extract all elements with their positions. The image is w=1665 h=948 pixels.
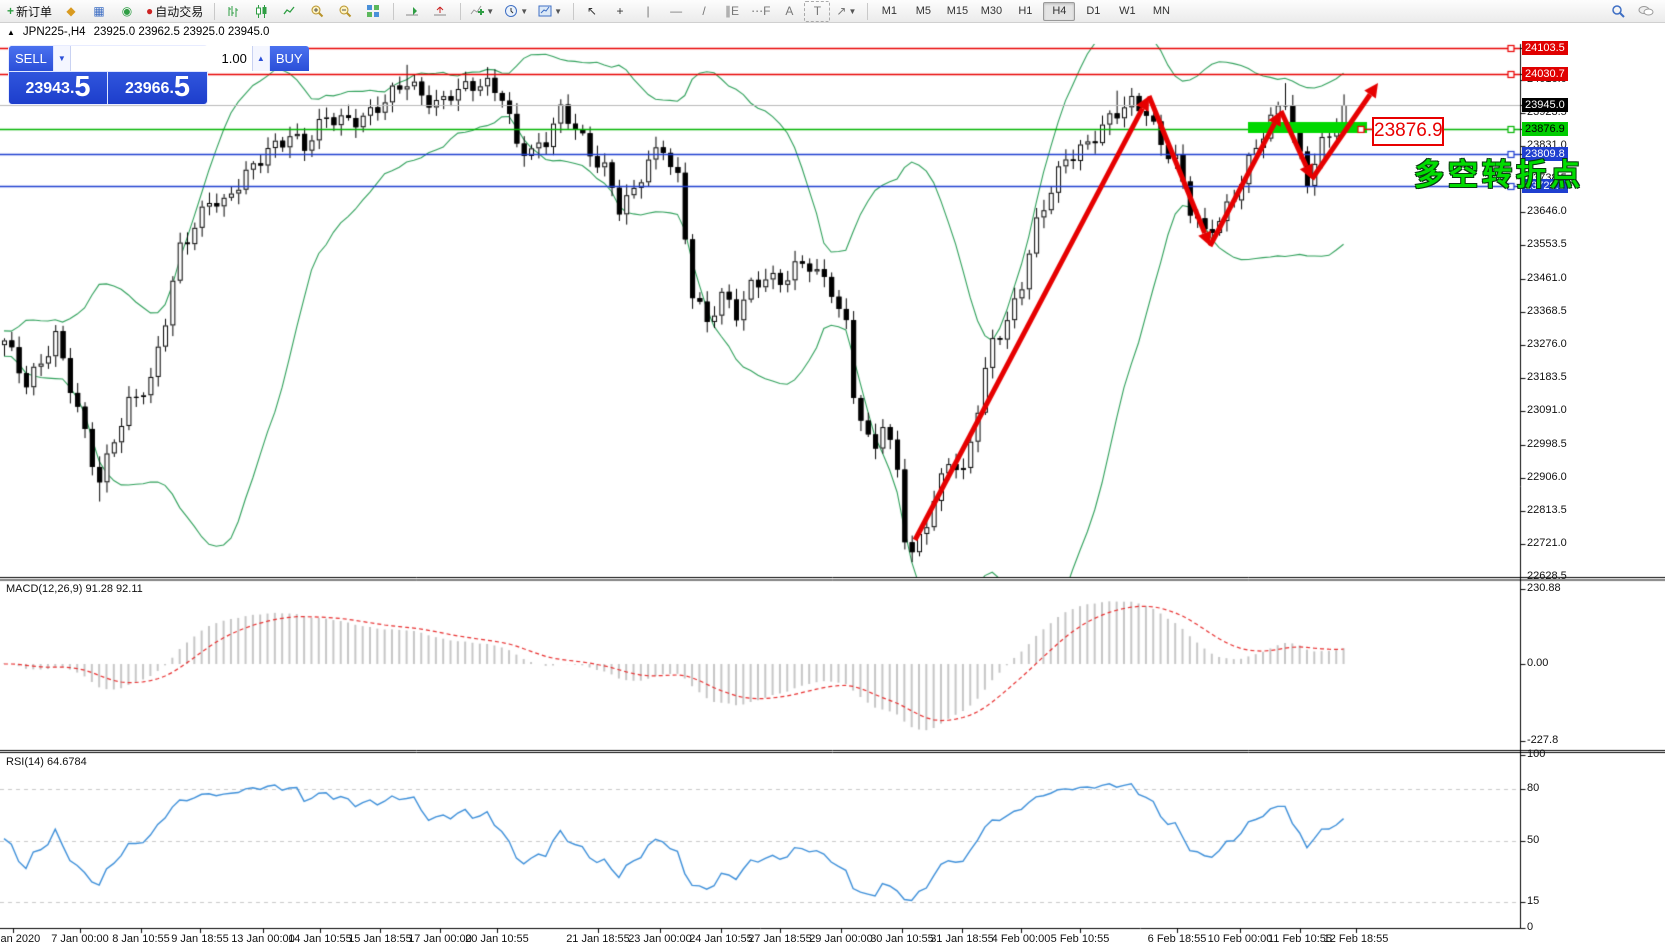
text-label-tool[interactable]: T [804,0,831,22]
volume-box: ▼ ▲ [53,46,269,71]
timeframe-button-h4[interactable]: H4 [1043,1,1076,21]
sell-price[interactable]: 23943. 5 [9,72,108,104]
navigator-icon[interactable]: ◉ [121,4,133,18]
zoom-in-icon[interactable] [304,1,330,22]
volume-decrease-button[interactable]: ▼ [53,46,71,71]
timeframe-button-d1[interactable]: D1 [1086,5,1101,17]
line-chart-icon[interactable] [276,1,302,22]
toolbar-separator [569,2,575,20]
new-order-icon: + [7,4,15,18]
timeframe-button-m15[interactable]: M15 [946,5,969,17]
sell-price-big-digit: 5 [74,71,91,103]
symbol-ohlc: 23925.0 23962.5 23925.0 23945.0 [93,26,270,38]
buy-price[interactable]: 23966. 5 [108,72,207,104]
indicators-button[interactable]: ▼ [466,1,498,22]
timeframe-button-m5[interactable]: M5 [915,5,932,17]
new-order-label: 新订单 [16,4,53,19]
auto-trading-label: 自动交易 [155,4,204,19]
chart-shift-icon[interactable] [399,1,425,22]
chart-title-bar: ▲ JPN225-,H4 23925.0 23962.5 23925.0 239… [0,23,1665,41]
symbol-name: JPN225-,H4 [22,26,86,38]
auto-scroll-icon[interactable] [427,1,453,22]
market-watch-icon[interactable]: ▦ [93,4,105,18]
horizontal-line-tool[interactable]: — [670,4,683,18]
chevron-down-icon: ▼ [848,6,857,16]
toolbar-separator [456,2,462,20]
chevron-down-icon: ▼ [486,6,495,16]
arrows-tool[interactable]: ↗ ▼ [832,1,860,22]
candlestick-icon[interactable] [248,1,274,22]
buy-price-big-digit: 5 [173,71,191,103]
one-click-trading-panel: SELL ▼ ▲ BUY 23943. 5 23966. 5 [8,45,309,105]
tile-windows-icon[interactable] [360,1,386,22]
templates-button[interactable]: ▼ [534,1,566,22]
sell-button[interactable]: SELL [9,46,54,71]
toolbar-separator [389,2,395,20]
auto-trading-icon: ● [146,4,154,18]
bar-chart-icon[interactable] [220,1,246,22]
crosshair-tool[interactable]: + [616,4,624,18]
timeframe-button-m1[interactable]: M1 [881,5,898,17]
vertical-line-tool[interactable]: | [646,4,650,18]
toolbar-separator [863,2,869,20]
timeframe-group: M1 M5 M15 M30 H1 H4 D1 W1 MN [872,1,1178,21]
channel-tool[interactable]: ∥E [725,4,740,18]
timeframe-button-m30[interactable]: M30 [980,5,1003,17]
fibonacci-tool[interactable]: ⋯F [751,4,771,18]
toolbar-separator [210,2,216,20]
timeframe-button-h1[interactable]: H1 [1018,5,1033,17]
search-icon[interactable] [1605,1,1631,22]
chat-icon[interactable] [1633,1,1659,22]
sell-price-main: 23943. [25,80,75,97]
main-toolbar: + 新订单 ◆ ▦ ◉ ● 自动交易 ▼ ▼ ▼ [0,0,1665,23]
volume-increase-button[interactable]: ▲ [251,46,269,71]
chevron-down-icon: ▼ [520,6,529,16]
collapse-triangle-icon[interactable]: ▲ [7,27,15,37]
arrow-glyph: ↗ [836,4,847,18]
buy-button[interactable]: BUY [268,46,309,71]
cursor-tool[interactable]: ↖ [587,4,598,18]
profiles-icon[interactable]: ◆ [66,4,76,18]
chevron-down-icon: ▼ [554,6,563,16]
timeframe-button-mn[interactable]: MN [1152,5,1170,17]
zoom-out-icon[interactable] [332,1,358,22]
buy-price-main: 23966. [124,80,174,97]
timeframe-button-w1[interactable]: W1 [1119,5,1136,17]
periods-button[interactable]: ▼ [500,1,532,22]
trendline-tool[interactable]: / [702,4,706,18]
new-order-button[interactable]: + 新订单 [3,1,56,22]
volume-input[interactable] [70,46,252,71]
text-tool[interactable]: A [785,4,794,18]
auto-trading-button[interactable]: ● 自动交易 [142,1,207,22]
